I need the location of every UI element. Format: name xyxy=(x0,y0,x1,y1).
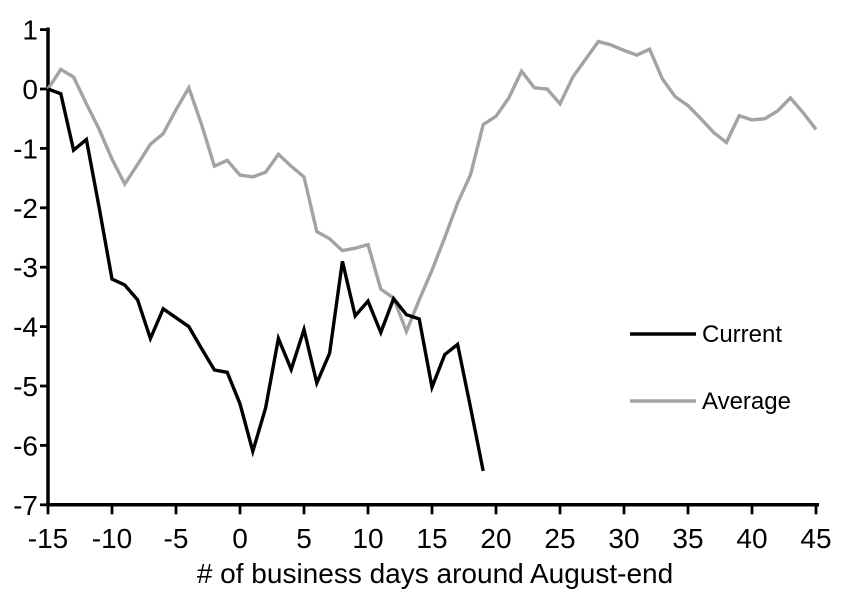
y-tick-label: -4 xyxy=(13,312,38,343)
y-tick-label: -1 xyxy=(13,133,38,164)
x-tick-label: 20 xyxy=(480,523,511,554)
x-tick-label: 15 xyxy=(416,523,447,554)
axes: 10-1-2-3-4-5-6-7 -15 -10 -5 0 5 10 15 20 25 30 35 4… xyxy=(13,15,831,554)
legend: Current Average xyxy=(630,321,791,415)
x-tick-label: 25 xyxy=(544,523,575,554)
x-tick-label: 5 xyxy=(296,523,312,554)
x-axis-title: # of business days around August-end xyxy=(197,558,673,589)
x-tick-label: 10 xyxy=(352,523,383,554)
x-tick-label: 45 xyxy=(800,523,831,554)
y-axis-ticks: 1 0 -1 -2 -3 -4 -5 -6 -7 xyxy=(13,15,48,521)
legend-label-current: Current xyxy=(702,321,782,348)
y-tick-label: -3 xyxy=(13,252,38,283)
y-tick-label: -5 xyxy=(13,371,38,402)
legend-label-average: Average xyxy=(702,388,791,415)
series-average-line xyxy=(46,39,818,337)
y-tick-label: 1 xyxy=(22,15,38,46)
x-tick-label: 35 xyxy=(672,523,703,554)
y-tick-label: 0 xyxy=(22,74,38,105)
x-tick-label: -10 xyxy=(92,523,132,554)
plot-area xyxy=(46,39,818,472)
x-axis-ticks: -15 -10 -5 0 5 10 15 20 25 30 35 40 45 xyxy=(28,504,832,554)
x-tick-label: 30 xyxy=(608,523,639,554)
x-tick-label: -5 xyxy=(164,523,189,554)
y-tick-label: -6 xyxy=(13,430,38,461)
x-tick-label: 0 xyxy=(232,523,248,554)
series-current-line xyxy=(47,87,485,472)
x-tick-label: 40 xyxy=(736,523,767,554)
y-tick-label: -7 xyxy=(13,490,38,521)
x-tick-label: -15 xyxy=(28,523,68,554)
y-tick-label: -2 xyxy=(13,193,38,224)
